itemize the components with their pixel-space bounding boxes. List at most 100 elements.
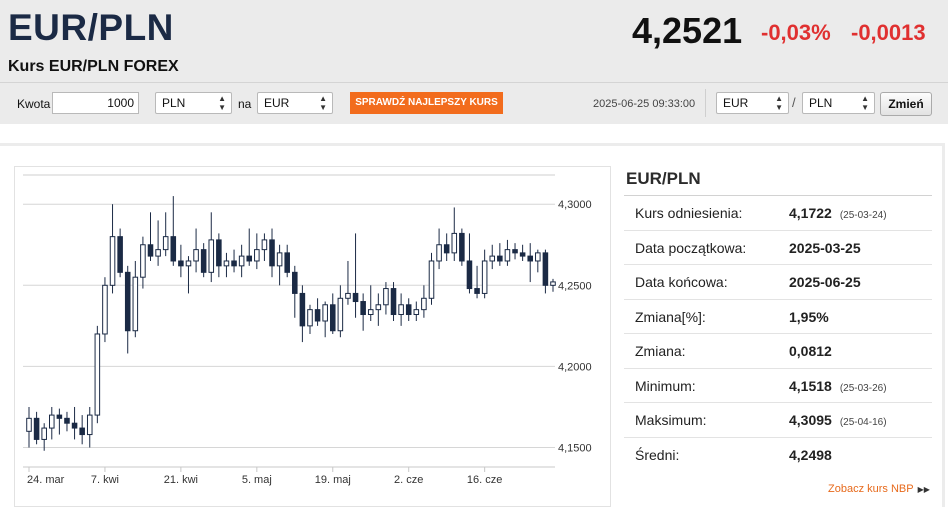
x-tick-label: 21. kwi xyxy=(164,474,198,486)
stat-row: Zmiana: 0,0812 xyxy=(624,334,932,369)
stat-label: Średni: xyxy=(635,446,680,463)
candle-body xyxy=(49,414,55,429)
double-chevron-right-icon: ▶▶ xyxy=(917,485,930,494)
stat-value-text: 4,3095 xyxy=(789,412,832,428)
candle-body xyxy=(504,249,511,262)
candle-body xyxy=(200,249,207,273)
stat-value: 4,3095 (25-04-16) xyxy=(789,412,887,428)
candle-body xyxy=(390,288,397,316)
stats-panel: EUR/PLN Kurs odniesienia: 4,1722 (25-03-24… xyxy=(624,160,932,472)
candle-body xyxy=(162,236,169,251)
stat-value: 4,2498 xyxy=(789,447,832,463)
candle-body xyxy=(79,427,85,436)
stat-label: Minimum: xyxy=(635,377,696,394)
candle-body xyxy=(155,249,161,257)
candle-body xyxy=(345,292,351,299)
candle-body xyxy=(261,239,268,251)
candle-body xyxy=(170,236,177,262)
stats-table: Kurs odniesienia: 4,1722 (25-03-24) Data po… xyxy=(624,196,932,472)
stat-value: 0,0812 xyxy=(789,343,832,359)
stat-label: Zmiana[%]: xyxy=(635,308,706,325)
candle-body xyxy=(375,304,382,311)
to-currency-select[interactable]: EUR ▲ ▼ xyxy=(257,92,333,114)
chart-container: 4,3000 4,2500 4,2000 4,1500 24. mar 7. kwi 21.… xyxy=(14,166,611,507)
candle-body xyxy=(94,333,101,416)
candle-body xyxy=(185,260,192,267)
select-arrows-icon: ▲ ▼ xyxy=(319,94,327,112)
candle-body xyxy=(292,271,298,294)
candle-body xyxy=(140,244,146,278)
base-currency-select[interactable]: EUR ▲ ▼ xyxy=(716,92,789,114)
amount-label: Kwota xyxy=(17,97,51,111)
candle-body xyxy=(117,236,123,273)
nbp-rate-link[interactable]: Zobacz kurs NBP ▶▶ xyxy=(828,483,930,495)
candle-body xyxy=(216,239,222,267)
stat-date: (25-04-16) xyxy=(839,417,887,428)
candle-body xyxy=(26,417,32,432)
candle-body xyxy=(535,252,541,262)
amount-input[interactable] xyxy=(52,92,139,114)
candle-body xyxy=(443,244,450,254)
quote-timestamp: 2025-06-25 09:33:00 xyxy=(593,98,696,110)
x-tick-label: 24. mar xyxy=(27,474,65,486)
select-arrows-icon: ▲ ▼ xyxy=(861,94,869,112)
select-arrows-icon: ▲ ▼ xyxy=(218,94,226,112)
candle-body xyxy=(459,232,465,262)
pair-separator: / xyxy=(792,95,796,110)
base-currency-value: EUR xyxy=(723,96,749,110)
candle-body xyxy=(314,309,321,322)
stat-label: Kurs odniesienia: xyxy=(635,205,743,221)
select-arrows-icon: ▲ ▼ xyxy=(775,94,783,112)
candle-body xyxy=(223,260,230,267)
nbp-link-label: Zobacz kurs NBP xyxy=(828,483,914,495)
stat-label: Data początkowa: xyxy=(635,239,747,256)
y-tick-label: 4,1500 xyxy=(558,443,592,455)
candle-body xyxy=(550,281,556,286)
quote-currency-select[interactable]: PLN ▲ ▼ xyxy=(802,92,875,114)
stat-value-text: 1,95% xyxy=(789,308,829,325)
candle-body xyxy=(436,244,442,262)
stat-value: 4,1518 (25-03-26) xyxy=(789,378,887,394)
candle-body xyxy=(246,255,253,262)
candle-body xyxy=(254,249,260,262)
change-percent: -0,03% xyxy=(761,20,831,45)
stat-row: Data końcowa: 2025-06-25 xyxy=(624,265,932,300)
stat-date: (25-03-26) xyxy=(839,382,887,394)
x-tick-label: 19. maj xyxy=(315,474,351,486)
stat-value-text: 2025-03-25 xyxy=(789,239,861,256)
stat-row: Maksimum: 4,3095 (25-04-16) xyxy=(624,403,932,438)
stat-row: Data początkowa: 2025-03-25 xyxy=(624,231,932,265)
candle-body xyxy=(231,260,237,267)
candle-body xyxy=(481,260,488,294)
candle-body xyxy=(360,301,366,316)
stat-value: 2025-03-25 xyxy=(789,240,861,256)
candle-body xyxy=(489,255,496,262)
y-tick-label: 4,2500 xyxy=(558,280,592,292)
candle-body xyxy=(512,249,518,254)
candle-body xyxy=(428,260,435,299)
candle-body xyxy=(238,255,245,267)
candle-body xyxy=(64,417,70,424)
quote-currency-value: PLN xyxy=(809,96,833,110)
candle-body xyxy=(86,414,93,436)
candle-body xyxy=(208,239,215,273)
to-currency-value: EUR xyxy=(264,96,290,110)
candle-body xyxy=(307,309,313,327)
stat-value-text: 4,2498 xyxy=(789,446,832,463)
x-tick-label: 7. kwi xyxy=(91,474,119,486)
change-pair-button[interactable]: Zmień xyxy=(880,92,932,116)
stat-value: 4,1722 (25-03-24) xyxy=(789,205,887,221)
stat-row: Zmiana[%]: 1,95% xyxy=(624,300,932,334)
from-currency-select[interactable]: PLN ▲ ▼ xyxy=(155,92,232,114)
stat-row: Kurs odniesienia: 4,1722 (25-03-24) xyxy=(624,196,932,231)
stat-label: Data końcowa: xyxy=(635,274,728,290)
x-tick-label: 5. maj xyxy=(242,474,272,486)
candle-body xyxy=(421,297,427,311)
stat-label: Zmiana: xyxy=(635,343,686,359)
candle-body xyxy=(147,244,154,257)
best-rate-button[interactable]: SPRAWDŹ NAJLEPSZY KURS xyxy=(350,92,503,114)
candle-body xyxy=(276,252,283,267)
candle-body xyxy=(269,239,275,267)
candle-body xyxy=(337,297,344,332)
pair-title: EUR/PLN xyxy=(8,7,174,48)
